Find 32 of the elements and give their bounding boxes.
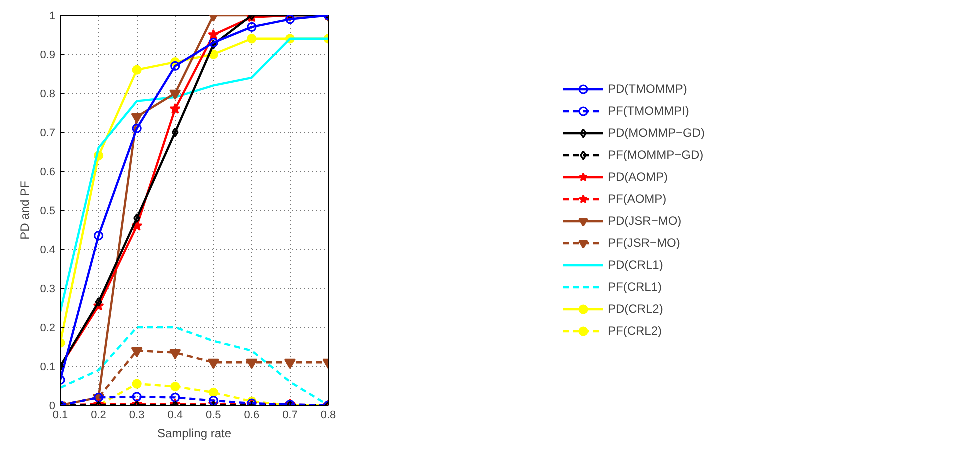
x-axis-title: Sampling rate [157, 426, 232, 440]
y-tick-label: 0.4 [40, 244, 56, 256]
legend-label: PF(TMOMMPI) [608, 103, 690, 119]
x-tick-label: 0.4 [168, 410, 184, 422]
x-tick-label: 0.7 [282, 410, 298, 422]
legend-label: PD(CRL2) [608, 301, 664, 317]
legend-label: PF(MOMMP−GD) [608, 147, 704, 163]
x-tick-label: 0.8 [320, 410, 336, 422]
y-tick-label: 1 [49, 10, 56, 22]
x-tick-label: 0.2 [91, 410, 106, 422]
y-tick-label: 0.3 [40, 284, 56, 296]
legend-label: PD(AOMP) [608, 169, 668, 185]
legend-label: PD(TMOMMP) [608, 81, 688, 97]
x-tick-label: 0.5 [206, 410, 222, 422]
legend-label: PF(CRL1) [608, 279, 662, 295]
y-tick-label: 0.9 [40, 50, 56, 62]
y-tick-label: 0 [49, 400, 56, 412]
y-tick-label: 0.8 [40, 88, 56, 100]
x-tick-label: 0.3 [129, 410, 145, 422]
legend-label: PF(JSR−MO) [608, 235, 680, 251]
legend-label: PD(JSR−MO) [608, 213, 682, 229]
y-tick-label: 0.2 [40, 322, 56, 334]
y-axis-title: PD and PF [18, 181, 32, 240]
legend-label: PD(CRL1) [608, 257, 664, 273]
y-tick-label: 0.7 [40, 128, 56, 140]
legend-label: PD(MOMMP−GD) [608, 125, 705, 141]
x-tick-label: 0.6 [244, 410, 260, 422]
legend-label: PF(CRL2) [608, 323, 662, 339]
legend-label: PF(AOMP) [608, 191, 667, 207]
y-tick-label: 0.5 [40, 206, 56, 218]
y-tick-label: 0.6 [40, 166, 56, 178]
y-tick-label: 0.1 [40, 362, 56, 374]
